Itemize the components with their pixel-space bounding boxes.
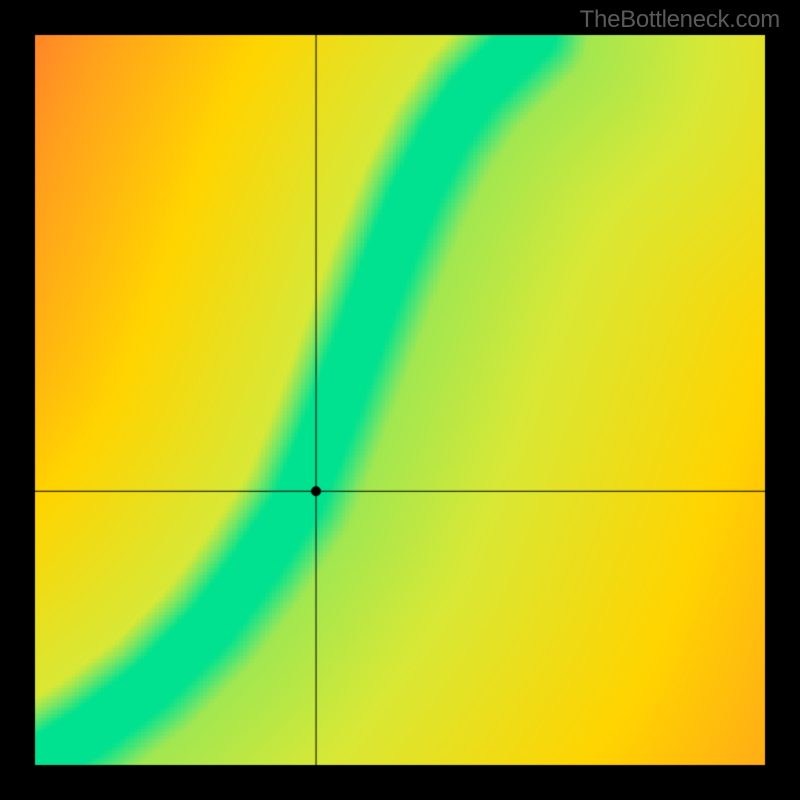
watermark-text: TheBottleneck.com	[580, 6, 780, 34]
bottleneck-heatmap	[0, 0, 800, 800]
figure-root: TheBottleneck.com	[0, 0, 800, 800]
